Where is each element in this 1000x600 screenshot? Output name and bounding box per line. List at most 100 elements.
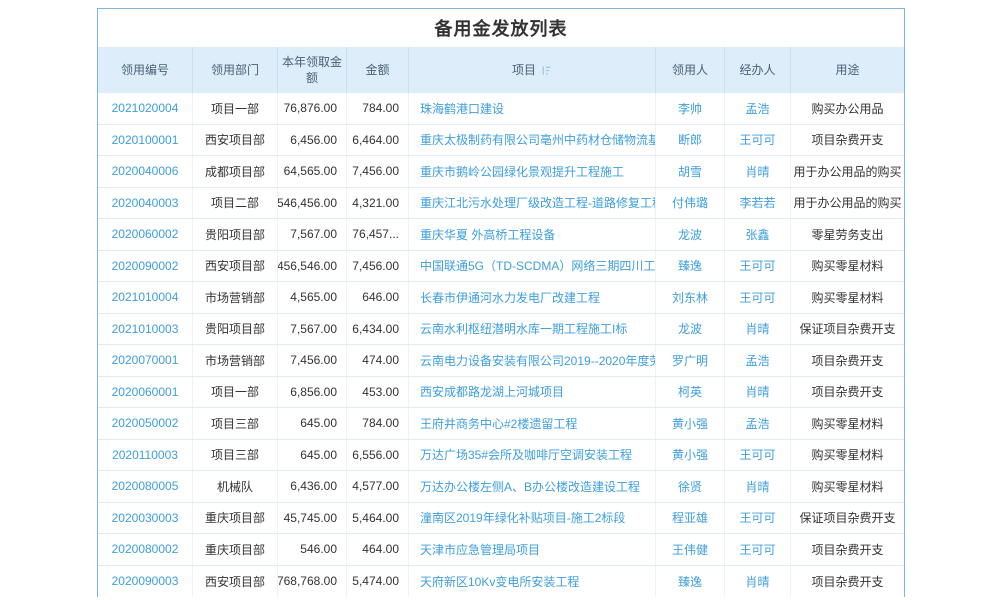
cell-purpose: 项目杂费开支	[811, 542, 884, 557]
cell-requisition-id-link[interactable]: 2020070001	[98, 345, 193, 376]
cell-recipient-link[interactable]: 付伟璐	[656, 187, 725, 218]
cell-requisition-id-link[interactable]: 2021020004	[98, 93, 193, 124]
cell-recipient-link[interactable]: 罗广明	[656, 345, 725, 376]
cell-requisition-id-link[interactable]: 2020050002	[98, 408, 193, 439]
column-header-id: 领用编号	[98, 47, 193, 93]
cell-purpose: 购买零星材料	[811, 448, 884, 463]
cell-recipient-link[interactable]: 断郎	[656, 124, 725, 155]
cell-project-link[interactable]: 天府新区10Kv变电所安装工程	[409, 565, 656, 597]
cell-recipient-link[interactable]: 徐贤	[656, 471, 725, 502]
cell-handler-link[interactable]: 肖晴	[725, 376, 791, 407]
cell-recipient-link[interactable]: 胡雪	[656, 156, 725, 187]
cell-requisition-id-link[interactable]: 2020100001	[98, 124, 193, 155]
column-header-label: 金额	[365, 62, 390, 77]
cell-handler-link[interactable]: 肖晴	[725, 313, 791, 344]
cell-requisition-id-link[interactable]: 2020040003	[98, 187, 193, 218]
cell-department: 机械队	[193, 471, 278, 502]
cell-amount: 646.00	[347, 282, 409, 313]
cell-purpose: 用于办公用品的购买	[793, 164, 902, 179]
cell-requisition-id-link[interactable]: 2020090002	[98, 250, 193, 281]
cell-year-amount: 546,456.00	[278, 187, 347, 218]
cell-department: 西安项目部	[193, 565, 278, 597]
cell-handler-link[interactable]: 孟浩	[725, 408, 791, 439]
cell-amount: 4,577.00	[347, 471, 409, 502]
cell-project-link[interactable]: 珠海鹤港口建设	[409, 93, 656, 124]
cell-project-link[interactable]: 长春市伊通河水力发电厂改建工程	[409, 282, 656, 313]
column-header-label: 领用部门	[210, 62, 259, 77]
cell-purpose: 零星劳务支出	[811, 227, 884, 242]
cell-requisition-id-link[interactable]: 2020040006	[98, 156, 193, 187]
cell-handler-link[interactable]: 王可可	[725, 250, 791, 281]
cell-year-amount: 6,456.00	[278, 124, 347, 155]
cell-amount: 76,457...	[347, 219, 409, 250]
cell-recipient-link[interactable]: 臻逸	[656, 250, 725, 281]
cell-department: 项目一部	[193, 376, 278, 407]
cell-recipient-link[interactable]: 柯英	[656, 376, 725, 407]
cell-requisition-id-link[interactable]: 2020060001	[98, 376, 193, 407]
cell-handler-link[interactable]: 孟浩	[725, 93, 791, 124]
cell-project-link[interactable]: 云南电力设备安装有限公司2019--2020年度劳...	[409, 345, 656, 376]
column-header-label: 领用人	[671, 62, 708, 77]
cell-recipient-link[interactable]: 龙波	[656, 219, 725, 250]
cell-project-link[interactable]: 重庆华夏 外高桥工程设备	[409, 219, 656, 250]
cell-handler-link[interactable]: 王可可	[725, 282, 791, 313]
cell-requisition-id-link[interactable]: 2020090003	[98, 565, 193, 597]
cell-handler-link[interactable]: 孟浩	[725, 345, 791, 376]
cell-project-link[interactable]: 潼南区2019年绿化补贴项目-施工2标段	[409, 502, 656, 533]
cell-handler-link[interactable]: 王可可	[725, 502, 791, 533]
cell-project-link[interactable]: 重庆江北污水处理厂级改造工程-道路修复工程	[409, 187, 656, 218]
cell-project-link[interactable]: 云南水利枢纽潜明水库一期工程施工I标	[409, 313, 656, 344]
cell-requisition-id-link[interactable]: 2020080002	[98, 534, 193, 565]
cell-recipient-link[interactable]: 程亚雄	[656, 502, 725, 533]
sort-descending-icon[interactable]	[541, 65, 552, 76]
cell-recipient-link[interactable]: 王伟健	[656, 534, 725, 565]
table-row: 2021010004 市场营销部 4,565.00 646.00 长春市伊通河水…	[98, 282, 904, 314]
table-row: 2020080005 机械队 6,436.00 4,577.00 万达办公楼左侧…	[98, 471, 904, 503]
cell-recipient-link[interactable]: 龙波	[656, 313, 725, 344]
cell-year-amount: 76,876.00	[278, 93, 347, 124]
cell-project-link[interactable]: 王府井商务中心#2楼遗留工程	[409, 408, 656, 439]
cell-project-link[interactable]: 西安成都路龙湖上河城项目	[409, 376, 656, 407]
cell-purpose: 购买零星材料	[811, 290, 884, 305]
table-row: 2020060002 贵阳项目部 7,567.00 76,457... 重庆华夏…	[98, 219, 904, 251]
cell-year-amount: 7,567.00	[278, 219, 347, 250]
cell-project-link[interactable]: 万达广场35#会所及咖啡厅空调安装工程	[409, 439, 656, 470]
cell-handler-link[interactable]: 肖晴	[725, 471, 791, 502]
cell-requisition-id-link[interactable]: 2021010004	[98, 282, 193, 313]
cell-purpose: 用于办公用品的购买	[793, 196, 902, 211]
column-header-project[interactable]: 项目	[409, 47, 656, 93]
cell-recipient-link[interactable]: 李帅	[656, 93, 725, 124]
page-title: 备用金发放列表	[434, 19, 568, 39]
cell-handler-link[interactable]: 王可可	[725, 534, 791, 565]
cell-recipient-link[interactable]: 黄小强	[656, 408, 725, 439]
table-row: 2021020004 项目一部 76,876.00 784.00 珠海鹤港口建设…	[98, 93, 904, 125]
cell-recipient-link[interactable]: 刘东林	[656, 282, 725, 313]
cell-year-amount: 64,565.00	[278, 156, 347, 187]
cell-requisition-id-link[interactable]: 2020110003	[98, 439, 193, 470]
table-row: 2020050002 项目三部 645.00 784.00 王府井商务中心#2楼…	[98, 408, 904, 440]
cell-project-link[interactable]: 重庆太极制药有限公司亳州中药材仓储物流基...	[409, 124, 656, 155]
cell-handler-link[interactable]: 肖晴	[725, 565, 791, 597]
cell-recipient-link[interactable]: 黄小强	[656, 439, 725, 470]
table-row: 2020090003 西安项目部 768,768.00 5,474.00 天府新…	[98, 565, 904, 597]
cell-project-link[interactable]: 重庆市鹅岭公园绿化景观提升工程施工	[409, 156, 656, 187]
cell-requisition-id-link[interactable]: 2020030003	[98, 502, 193, 533]
cell-handler-link[interactable]: 李若若	[725, 187, 791, 218]
cell-handler-link[interactable]: 肖晴	[725, 156, 791, 187]
cell-handler-link[interactable]: 张鑫	[725, 219, 791, 250]
cell-project-link[interactable]: 中国联通5G（TD-SCDMA）网络三期四川工程	[409, 250, 656, 281]
cell-handler-link[interactable]: 王可可	[725, 124, 791, 155]
cell-requisition-id-link[interactable]: 2020060002	[98, 219, 193, 250]
table-body: 2021020004 项目一部 76,876.00 784.00 珠海鹤港口建设…	[98, 93, 904, 597]
cell-department: 西安项目部	[193, 124, 278, 155]
cell-project-link[interactable]: 天津市应急管理局项目	[409, 534, 656, 565]
cell-requisition-id-link[interactable]: 2020080005	[98, 471, 193, 502]
table-row: 2021010003 贵阳项目部 7,567.00 6,434.00 云南水利枢…	[98, 313, 904, 345]
cell-handler-link[interactable]: 王可可	[725, 439, 791, 470]
cell-amount: 7,456.00	[347, 250, 409, 281]
cell-requisition-id-link[interactable]: 2021010003	[98, 313, 193, 344]
cell-project-link[interactable]: 万达办公楼左侧A、B办公楼改造建设工程	[409, 471, 656, 502]
table-row: 2020070001 市场营销部 7,456.00 474.00 云南电力设备安…	[98, 345, 904, 377]
cell-recipient-link[interactable]: 臻逸	[656, 565, 725, 597]
cell-amount: 784.00	[347, 408, 409, 439]
